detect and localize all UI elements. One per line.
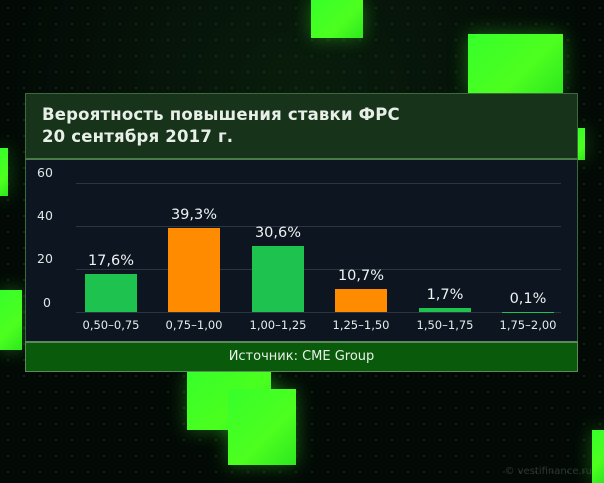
decorative-cube-left-2: [0, 290, 22, 350]
category-label-5: 1,75–2,00: [499, 318, 557, 332]
category-label-4: 1,50–1,75: [416, 318, 474, 332]
source-footer: Источник: CME Group: [25, 341, 578, 372]
bar-2: [252, 246, 304, 312]
decorative-cube-bottom-2: [228, 389, 296, 465]
bar-4: [419, 308, 471, 312]
gridline-0: [76, 312, 561, 313]
y-tick-60: 60: [37, 165, 53, 180]
decorative-cube-top-right: [468, 34, 563, 94]
gridline-20: [76, 269, 561, 270]
category-label-3: 1,25–1,50: [332, 318, 390, 332]
category-label-0: 0,50–0,75: [82, 318, 140, 332]
gridline-60: [76, 183, 561, 184]
category-label-2: 1,00–1,25: [249, 318, 307, 332]
category-label-1: 0,75–1,00: [165, 318, 223, 332]
value-label-1: 39,3%: [170, 206, 218, 223]
bar-0: [85, 274, 137, 312]
decorative-cube-top: [311, 0, 363, 38]
value-label-3: 10,7%: [337, 267, 385, 284]
y-tick-40: 40: [37, 208, 53, 223]
value-label-4: 1,7%: [426, 287, 464, 304]
y-tick-0: 0: [43, 295, 51, 310]
value-label-0: 17,6%: [87, 253, 135, 270]
chart-plot-area: 60 40 20 0 17,6% 39,3% 30,6% 10,7% 1,7% …: [25, 160, 578, 341]
decorative-cube-bottom-right: [592, 430, 604, 483]
value-label-5: 0,1%: [509, 290, 547, 307]
decorative-cube-right-edge: [578, 128, 585, 160]
y-tick-20: 20: [37, 251, 53, 266]
gridline-40: [76, 226, 561, 227]
bar-1: [168, 227, 220, 312]
watermark: © vestifinance.ru: [504, 466, 592, 477]
chart-date: 20 сентября 2017 г.: [42, 127, 234, 146]
decorative-cube-left-1: [0, 148, 8, 196]
chart-title-box: Вероятность повышения ставки ФРС 20 сент…: [25, 93, 578, 160]
value-label-2: 30,6%: [254, 225, 302, 242]
bar-3: [335, 288, 387, 312]
chart-title: Вероятность повышения ставки ФРС: [42, 105, 400, 124]
chart-panel: Вероятность повышения ставки ФРС 20 сент…: [25, 93, 578, 372]
